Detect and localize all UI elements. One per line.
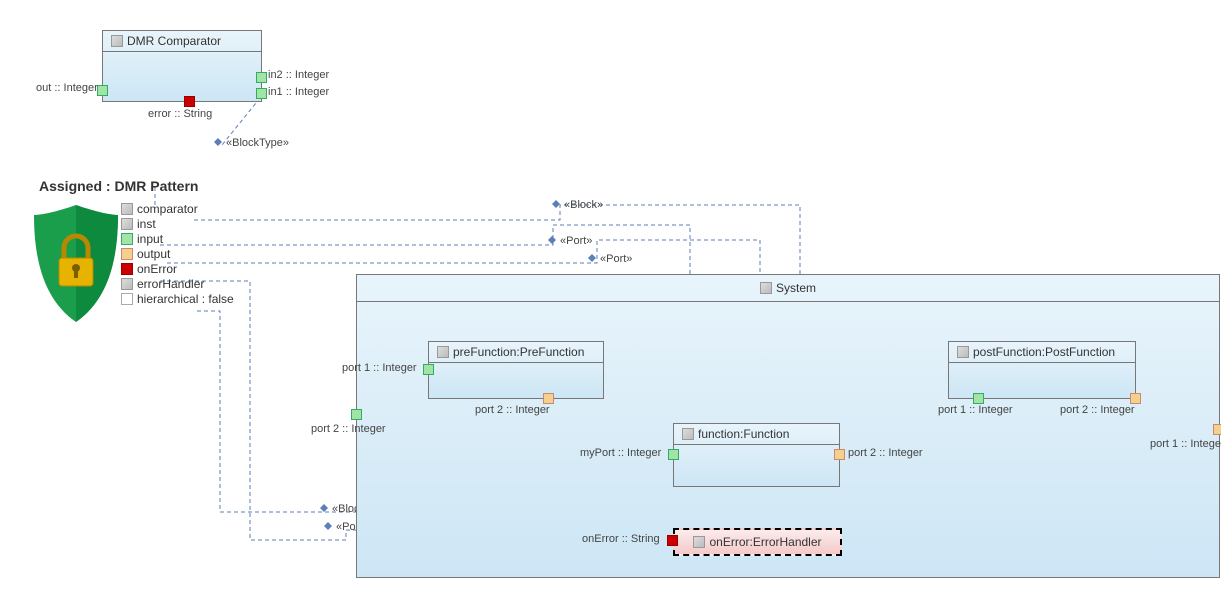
- attr-row: input: [121, 232, 234, 246]
- system-port2[interactable]: [351, 409, 362, 420]
- prefunction-port1-label: port 1 :: Integer: [342, 362, 417, 374]
- block-onerror[interactable]: onError:ErrorHandler: [673, 528, 842, 556]
- cube-icon: [121, 203, 133, 215]
- cube-icon: [957, 346, 969, 358]
- attr-text: input: [137, 232, 163, 246]
- function-myport[interactable]: [668, 449, 679, 460]
- attr-row: comparator: [121, 202, 234, 216]
- port-out[interactable]: [97, 85, 108, 96]
- function-port2-label: port 2 :: Integer: [848, 447, 923, 459]
- attr-text: errorHandler: [137, 277, 204, 291]
- attr-text: hierarchical : false: [137, 292, 234, 306]
- block-title: preFunction:PreFunction: [429, 342, 603, 363]
- port-error[interactable]: [184, 96, 195, 107]
- title-text: DMR Comparator: [127, 34, 221, 48]
- svg-text:«Block»: «Block»: [564, 199, 603, 211]
- port-in1-label: in1 :: Integer: [268, 86, 329, 98]
- assigned-heading: Assigned : DMR Pattern: [39, 178, 198, 194]
- block-title: postFunction:PostFunction: [949, 342, 1135, 363]
- green-icon: [121, 233, 133, 245]
- block-title: System: [357, 275, 1219, 302]
- attr-row: hierarchical : false: [121, 292, 234, 306]
- block-title: function:Function: [674, 424, 839, 445]
- port-in2-label: in2 :: Integer: [268, 69, 329, 81]
- cube-icon: [437, 346, 449, 358]
- cube-icon: [693, 536, 705, 548]
- page-icon: [121, 293, 133, 305]
- prefunction-port1[interactable]: [423, 364, 434, 375]
- title-text: System: [776, 281, 816, 295]
- port-in2[interactable]: [256, 72, 267, 83]
- title-text: preFunction:PreFunction: [453, 345, 584, 359]
- cube-icon: [111, 35, 123, 47]
- attr-row: errorHandler: [121, 277, 234, 291]
- postfunction-port2[interactable]: [1130, 393, 1141, 404]
- red-icon: [121, 263, 133, 275]
- system-port2-label: port 2 :: Integer: [311, 423, 386, 435]
- attr-row: inst: [121, 217, 234, 231]
- attr-text: comparator: [137, 202, 198, 216]
- attr-text: onError: [137, 262, 177, 276]
- attribute-list: comparatorinstinputoutputonErrorerrorHan…: [121, 201, 234, 307]
- cube-icon: [121, 218, 133, 230]
- title-text: postFunction:PostFunction: [973, 345, 1115, 359]
- cube-icon: [121, 278, 133, 290]
- function-port2[interactable]: [834, 449, 845, 460]
- postfunction-port1-label: port 1 :: Integer: [938, 404, 1013, 416]
- port-out-label: out :: Integer: [36, 82, 98, 94]
- prefunction-port2[interactable]: [543, 393, 554, 404]
- onerror-port-label: onError :: String: [582, 533, 660, 545]
- port-error-label: error :: String: [148, 108, 212, 120]
- shield-lock-icon: [26, 200, 126, 330]
- cube-icon: [682, 428, 694, 440]
- cube-icon: [760, 282, 772, 294]
- svg-text:«Port»: «Port»: [560, 235, 592, 247]
- block-function[interactable]: function:Function: [673, 423, 840, 487]
- block-prefunction[interactable]: preFunction:PreFunction: [428, 341, 604, 399]
- attr-text: output: [137, 247, 170, 261]
- function-myport-label: myPort :: Integer: [580, 447, 661, 459]
- block-title: DMR Comparator: [103, 31, 261, 52]
- svg-text:«Port»: «Port»: [600, 253, 632, 265]
- attr-row: output: [121, 247, 234, 261]
- block-postfunction[interactable]: postFunction:PostFunction: [948, 341, 1136, 399]
- system-port1[interactable]: [1213, 424, 1221, 435]
- system-port1-label: port 1 :: Integer: [1150, 438, 1221, 450]
- onerror-port[interactable]: [667, 535, 678, 546]
- title-text: onError:ErrorHandler: [709, 535, 821, 549]
- orange-icon: [121, 248, 133, 260]
- block-dmr-comparator[interactable]: DMR Comparator: [102, 30, 262, 102]
- attr-row: onError: [121, 262, 234, 276]
- postfunction-port1[interactable]: [973, 393, 984, 404]
- svg-text:«BlockType»: «BlockType»: [226, 137, 289, 149]
- port-in1[interactable]: [256, 88, 267, 99]
- postfunction-port2-label: port 2 :: Integer: [1060, 404, 1135, 416]
- attr-text: inst: [137, 217, 156, 231]
- prefunction-port2-label: port 2 :: Integer: [475, 404, 550, 416]
- title-text: function:Function: [698, 427, 789, 441]
